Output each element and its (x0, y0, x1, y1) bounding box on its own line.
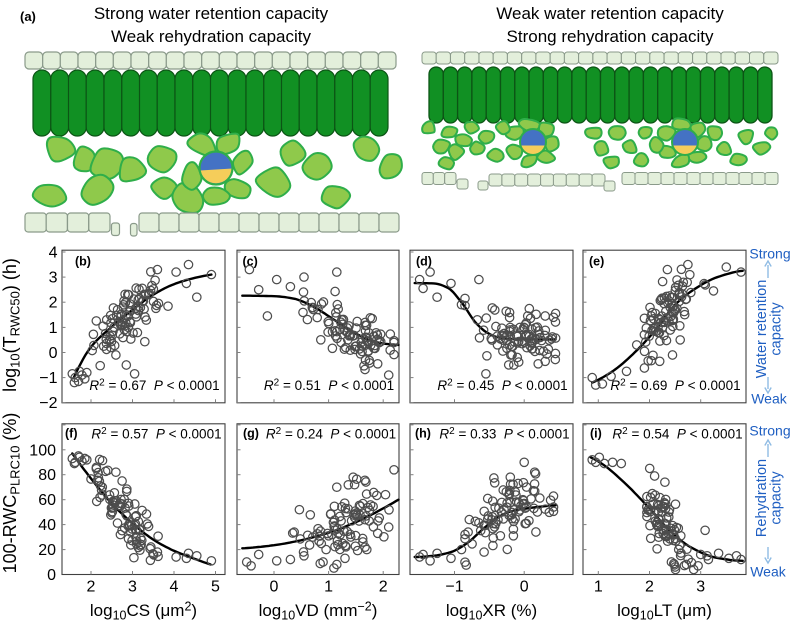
svg-text:1: 1 (49, 320, 58, 337)
svg-text:2: 2 (49, 295, 58, 312)
svg-text:0: 0 (270, 579, 279, 596)
svg-text:R2 = 0.45 P < 0.0001: R2 = 0.45 P < 0.0001 (437, 378, 567, 394)
svg-text:2: 2 (645, 579, 654, 596)
svg-text:(a): (a) (20, 9, 36, 24)
svg-text:0: 0 (520, 579, 529, 596)
svg-text:5: 5 (211, 579, 220, 596)
svg-text:(d): (d) (416, 255, 432, 269)
svg-text:2: 2 (87, 579, 96, 596)
svg-text:4: 4 (170, 579, 179, 596)
svg-text:Strong: Strong (749, 246, 790, 262)
svg-text:(f): (f) (65, 427, 78, 441)
svg-text:3: 3 (49, 270, 58, 287)
svg-text:(b): (b) (75, 255, 91, 269)
svg-text:(i): (i) (590, 427, 602, 441)
svg-text:3: 3 (696, 579, 705, 596)
svg-text:1: 1 (324, 579, 333, 596)
svg-text:100: 100 (29, 442, 56, 459)
svg-text:0: 0 (49, 345, 58, 362)
svg-text:20: 20 (38, 542, 56, 559)
svg-text:Strong water retention capacit: Strong water retention capacity (94, 4, 329, 23)
svg-text:4: 4 (49, 245, 58, 262)
svg-text:Water retention: Water retention (754, 280, 770, 379)
svg-text:R2 = 0.67 P < 0.0001: R2 = 0.67 P < 0.0001 (89, 378, 219, 394)
svg-text:R2 = 0.54 P < 0.0001: R2 = 0.54 P < 0.0001 (612, 426, 742, 442)
svg-text:40: 40 (38, 517, 56, 534)
svg-text:capacity: capacity (769, 471, 785, 525)
svg-text:(e): (e) (589, 255, 604, 269)
svg-text:R2 = 0.57 P < 0.0001: R2 = 0.57 P < 0.0001 (91, 426, 221, 442)
svg-text:−2: −2 (39, 395, 57, 412)
svg-text:R2 = 0.24 P < 0.0001: R2 = 0.24 P < 0.0001 (266, 426, 396, 442)
svg-text:1: 1 (594, 579, 603, 596)
svg-text:capacity: capacity (769, 302, 785, 356)
svg-text:0: 0 (47, 567, 56, 584)
svg-text:(c): (c) (243, 255, 258, 269)
svg-text:log10LT (μm): log10LT (μm) (617, 601, 712, 623)
svg-text:log10CS (μm2): log10CS (μm2) (90, 600, 197, 623)
svg-text:R2 = 0.69 P < 0.0001: R2 = 0.69 P < 0.0001 (610, 378, 740, 394)
svg-text:Weak: Weak (751, 391, 788, 407)
svg-text:(g): (g) (243, 427, 259, 441)
svg-text:Weak rehydration capacity: Weak rehydration capacity (111, 27, 312, 46)
svg-text:Weak water retention capacity: Weak water retention capacity (496, 4, 724, 23)
svg-text:Weak: Weak (750, 564, 787, 580)
svg-text:−1: −1 (445, 579, 463, 596)
svg-text:R2 = 0.33 P < 0.0001: R2 = 0.33 P < 0.0001 (439, 426, 569, 442)
svg-text:Strong rehydration capacity: Strong rehydration capacity (507, 27, 714, 46)
svg-text:(h): (h) (415, 427, 431, 441)
svg-text:R2 = 0.51 P < 0.0001: R2 = 0.51 P < 0.0001 (264, 378, 394, 394)
svg-text:log10XR (%): log10XR (%) (446, 601, 537, 623)
svg-text:3: 3 (128, 579, 137, 596)
svg-text:Strong: Strong (749, 423, 790, 439)
svg-text:60: 60 (38, 492, 56, 509)
svg-text:2: 2 (379, 579, 388, 596)
svg-text:−1: −1 (39, 370, 57, 387)
svg-text:80: 80 (38, 467, 56, 484)
svg-text:Rehydration: Rehydration (754, 459, 770, 537)
